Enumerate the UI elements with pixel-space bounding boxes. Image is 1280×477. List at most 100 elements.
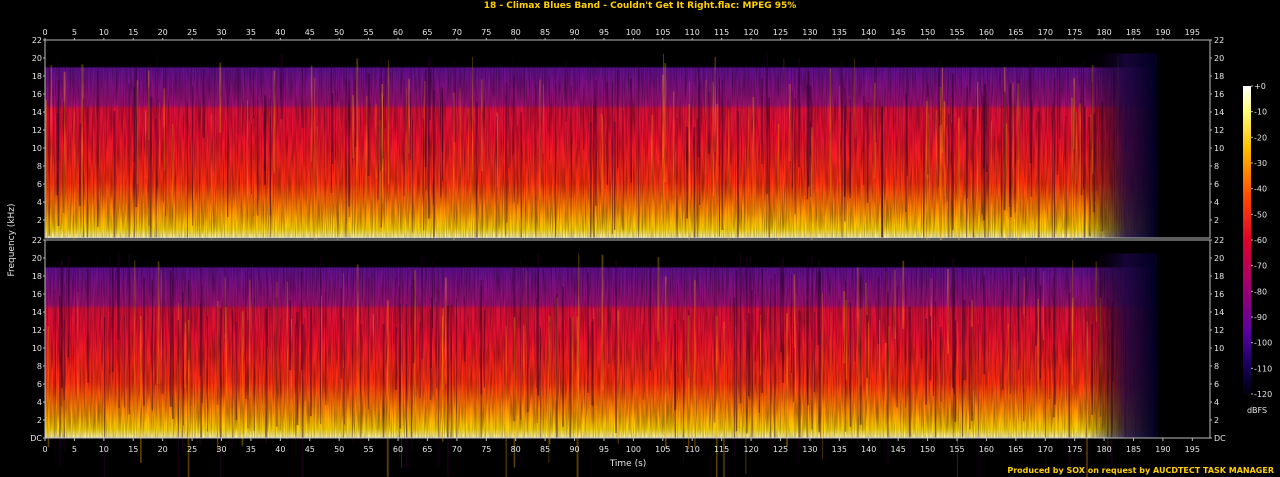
channel-1-ytick-right: 22 bbox=[1214, 36, 1224, 45]
channel-1-ytick-right: 16 bbox=[1214, 90, 1224, 99]
channel-1-ytick-left: 12 bbox=[32, 126, 42, 135]
xtick-bottom: 190 bbox=[1155, 445, 1170, 454]
xtick-bottom: 95 bbox=[599, 445, 609, 454]
channel-2-ytick-right: 12 bbox=[1214, 326, 1224, 335]
colorbar-gradient bbox=[1243, 86, 1251, 394]
xtick-top: 140 bbox=[861, 28, 876, 37]
xtick-top: 45 bbox=[305, 28, 315, 37]
colorbar-tick: -40 bbox=[1254, 185, 1267, 194]
channel-1-ytick-right: 18 bbox=[1214, 72, 1224, 81]
channel-2-ytick-right: DC bbox=[1214, 434, 1226, 443]
xtick-bottom: 110 bbox=[685, 445, 700, 454]
xtick-top: 60 bbox=[393, 28, 403, 37]
colorbar-tick: -110 bbox=[1254, 364, 1272, 373]
colorbar-tick: -120 bbox=[1254, 390, 1272, 399]
channel-2-ytick-right: 4 bbox=[1214, 398, 1219, 407]
channel-1-ytick-left: 22 bbox=[32, 36, 42, 45]
xtick-top: 80 bbox=[511, 28, 521, 37]
channel-2-ytick-right: 16 bbox=[1214, 290, 1224, 299]
xtick-bottom: 15 bbox=[128, 445, 138, 454]
xtick-bottom: 195 bbox=[1185, 445, 1200, 454]
channel-2-ytick-right: 2 bbox=[1214, 416, 1219, 425]
xtick-bottom: 25 bbox=[187, 445, 197, 454]
colorbar-tick: -90 bbox=[1254, 313, 1267, 322]
channel-2-ytick-right: 10 bbox=[1214, 344, 1224, 353]
channel-1-ytick-left: 20 bbox=[32, 54, 42, 63]
xtick-bottom: 105 bbox=[655, 445, 670, 454]
xtick-top: 100 bbox=[626, 28, 641, 37]
colorbar-tick: -70 bbox=[1254, 262, 1267, 271]
xtick-top: 15 bbox=[128, 28, 138, 37]
xtick-bottom: 50 bbox=[334, 445, 344, 454]
xtick-bottom: 85 bbox=[540, 445, 550, 454]
colorbar-tick: -50 bbox=[1254, 210, 1267, 219]
xtick-bottom: 165 bbox=[1008, 445, 1023, 454]
xtick-top: 175 bbox=[1067, 28, 1082, 37]
xtick-top: 120 bbox=[743, 28, 758, 37]
xtick-top: 165 bbox=[1008, 28, 1023, 37]
channel-2-ytick-left: 14 bbox=[32, 308, 42, 317]
xtick-bottom: 5 bbox=[72, 445, 77, 454]
xtick-top: 125 bbox=[773, 28, 788, 37]
channel-1-ytick-right: 4 bbox=[1214, 198, 1219, 207]
xtick-top: 5 bbox=[72, 28, 77, 37]
xtick-bottom: 65 bbox=[422, 445, 432, 454]
xtick-bottom: 125 bbox=[773, 445, 788, 454]
colorbar-tick: -20 bbox=[1254, 133, 1267, 142]
xtick-top: 145 bbox=[891, 28, 906, 37]
xtick-top: 55 bbox=[364, 28, 374, 37]
colorbar-label: dBFS bbox=[1247, 406, 1267, 415]
xtick-bottom: 55 bbox=[364, 445, 374, 454]
xtick-top: 150 bbox=[920, 28, 935, 37]
xtick-top: 115 bbox=[714, 28, 729, 37]
xtick-bottom: 30 bbox=[216, 445, 226, 454]
channel-1-ytick-left: 14 bbox=[32, 108, 42, 117]
channel-2-ytick-left: 6 bbox=[37, 380, 42, 389]
channel-1-ytick-left: 18 bbox=[32, 72, 42, 81]
xtick-bottom: 90 bbox=[569, 445, 579, 454]
xtick-top: 40 bbox=[275, 28, 285, 37]
xtick-top: 110 bbox=[685, 28, 700, 37]
channel-1-ytick-left: 2 bbox=[37, 216, 42, 225]
xtick-bottom: 135 bbox=[832, 445, 847, 454]
xtick-bottom: 115 bbox=[714, 445, 729, 454]
channel-2-ytick-right: 20 bbox=[1214, 254, 1224, 263]
colorbar-tick: -100 bbox=[1254, 339, 1272, 348]
xtick-bottom: 150 bbox=[920, 445, 935, 454]
xtick-top: 105 bbox=[655, 28, 670, 37]
channel-2-spectrogram bbox=[44, 239, 1211, 477]
xtick-bottom: 60 bbox=[393, 445, 403, 454]
xtick-bottom: 80 bbox=[511, 445, 521, 454]
channel-1-ytick-left: 10 bbox=[32, 144, 42, 153]
xtick-top: 50 bbox=[334, 28, 344, 37]
channel-2-ytick-left: 10 bbox=[32, 344, 42, 353]
colorbar-tick: -80 bbox=[1254, 287, 1267, 296]
y-axis-label: Frequency (kHz) bbox=[7, 203, 17, 276]
xtick-top: 0 bbox=[42, 28, 47, 37]
xtick-bottom: 0 bbox=[42, 445, 47, 454]
channel-2-ytick-left: 18 bbox=[32, 272, 42, 281]
xtick-top: 30 bbox=[216, 28, 226, 37]
xtick-top: 95 bbox=[599, 28, 609, 37]
channel-1-ytick-right: 10 bbox=[1214, 144, 1224, 153]
xtick-top: 10 bbox=[99, 28, 109, 37]
xtick-top: 155 bbox=[949, 28, 964, 37]
xtick-top: 195 bbox=[1185, 28, 1200, 37]
xtick-bottom: 40 bbox=[275, 445, 285, 454]
channel-2-ytick-right: 14 bbox=[1214, 308, 1224, 317]
xtick-top: 180 bbox=[1096, 28, 1111, 37]
xtick-bottom: 35 bbox=[246, 445, 256, 454]
xtick-top: 135 bbox=[832, 28, 847, 37]
xtick-bottom: 10 bbox=[99, 445, 109, 454]
channel-1-ytick-right: 14 bbox=[1214, 108, 1224, 117]
xtick-bottom: 20 bbox=[158, 445, 168, 454]
xtick-top: 170 bbox=[1038, 28, 1053, 37]
colorbar-tick: -60 bbox=[1254, 236, 1267, 245]
xtick-top: 130 bbox=[802, 28, 817, 37]
xtick-bottom: 175 bbox=[1067, 445, 1082, 454]
xtick-bottom: 160 bbox=[979, 445, 994, 454]
channel-1-spectrogram bbox=[44, 39, 1211, 295]
colorbar-tick: -10 bbox=[1254, 108, 1267, 117]
channel-2-ytick-right: 22 bbox=[1214, 236, 1224, 245]
